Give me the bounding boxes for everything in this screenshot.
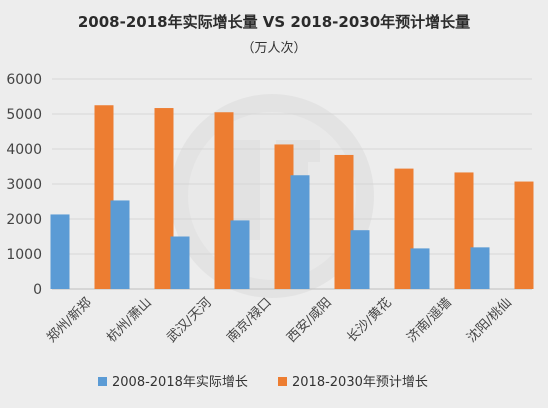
bar-actual [230,220,250,289]
bar-actual [350,230,370,289]
bar-forecast [514,181,534,289]
chart-subtitle: （万人次） [241,40,306,56]
y-tick-label: 5000 [6,107,42,123]
legend: 2008-2018年实际增长 2018-2030年预计增长 [98,375,428,390]
bar-forecast [214,112,234,289]
bar-forecast [94,105,114,289]
bar-forecast [154,108,174,289]
legend-label: 2018-2030年预计增长 [292,375,428,390]
bar-actual [110,200,130,289]
bar-forecast [394,168,414,289]
chart-title: 2008-2018年实际增长量 VS 2018-2030年预计增长量 [78,13,470,31]
bar-forecast [274,144,294,289]
legend-swatch [278,377,287,386]
bar-actual [290,175,310,289]
bar-actual [410,248,430,289]
bar-forecast [454,172,474,289]
bar-forecast [334,154,354,289]
bar-actual [170,236,190,289]
y-tick-label: 2000 [6,212,42,228]
y-axis-ticks: 0 1000 2000 3000 4000 5000 6000 [6,72,42,298]
bar-actual [470,247,490,289]
bars [50,105,534,289]
y-tick-label: 6000 [6,72,42,88]
y-tick-label: 1000 [6,247,42,263]
y-tick-label: 4000 [6,142,42,158]
legend-label: 2008-2018年实际增长 [112,375,248,390]
bar-actual [50,214,70,289]
y-tick-label: 0 [33,282,42,298]
legend-swatch [98,377,107,386]
y-tick-label: 3000 [6,177,42,193]
